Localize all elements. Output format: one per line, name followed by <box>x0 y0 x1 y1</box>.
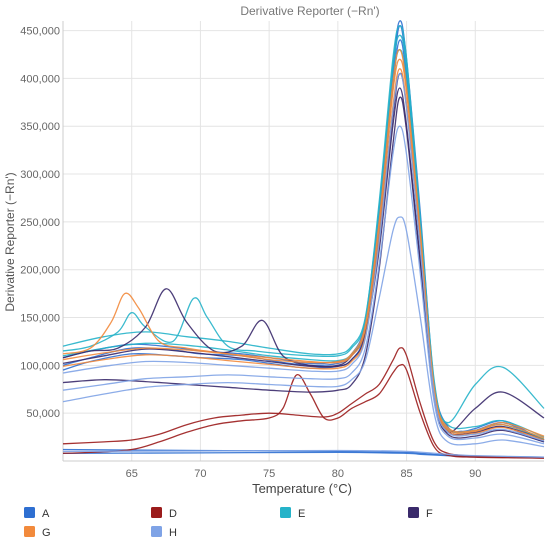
legend-label-h: H <box>169 527 177 539</box>
x-tick-label: 85 <box>400 468 412 480</box>
series-line-h <box>62 72 545 442</box>
series-line-f <box>62 96 545 443</box>
legend: A D E F G H <box>24 507 433 539</box>
legend-label-a: A <box>42 508 50 520</box>
y-tick-label: 400,000 <box>20 73 60 85</box>
x-tick-label: 80 <box>332 468 344 480</box>
legend-swatch-a <box>24 507 35 518</box>
series-line-g <box>62 58 545 439</box>
legend-label-f: F <box>426 508 433 520</box>
legend-label-g: G <box>42 527 51 539</box>
legend-swatch-f <box>408 507 419 518</box>
x-tick-label: 75 <box>263 468 275 480</box>
y-tick-label: 100,000 <box>20 360 60 372</box>
chart-title: Derivative Reporter (−Rn') <box>240 4 379 18</box>
x-tick-label: 70 <box>194 468 206 480</box>
series-line-g <box>62 68 545 441</box>
y-tick-label: 450,000 <box>20 26 60 38</box>
legend-swatch-e <box>280 507 291 518</box>
legend-label-e: E <box>298 508 305 520</box>
series-line-h <box>62 449 545 458</box>
x-axis-label: Temperature (°C) <box>252 481 352 496</box>
legend-swatch-h <box>151 526 162 537</box>
legend-swatch-d <box>151 507 162 518</box>
series-line-h <box>62 216 545 448</box>
series-line-d <box>62 363 545 459</box>
grid <box>62 21 544 462</box>
series-line-e <box>62 34 545 438</box>
series-line-a <box>62 20 545 441</box>
legend-label-d: D <box>169 508 177 520</box>
y-tick-label: 200,000 <box>20 265 60 277</box>
series-line-d <box>62 347 545 459</box>
x-tick-label: 65 <box>126 468 138 480</box>
series-line-h <box>62 125 545 445</box>
axis-ticks: 65 70 75 80 85 90 50,000 100,000 150,000 200,000 2… <box>20 26 481 480</box>
y-axis-label: Derivative Reporter (−Rn') <box>3 172 17 311</box>
y-tick-label: 250,000 <box>20 217 60 229</box>
legend-swatch-g <box>24 526 35 537</box>
y-tick-label: 300,000 <box>20 169 60 181</box>
series-line-f <box>62 72 545 441</box>
y-tick-label: 150,000 <box>20 313 60 325</box>
x-tick-label: 90 <box>469 468 481 480</box>
y-tick-label: 350,000 <box>20 121 60 133</box>
y-tick-label: 50,000 <box>26 408 60 420</box>
plot-area <box>62 20 545 459</box>
